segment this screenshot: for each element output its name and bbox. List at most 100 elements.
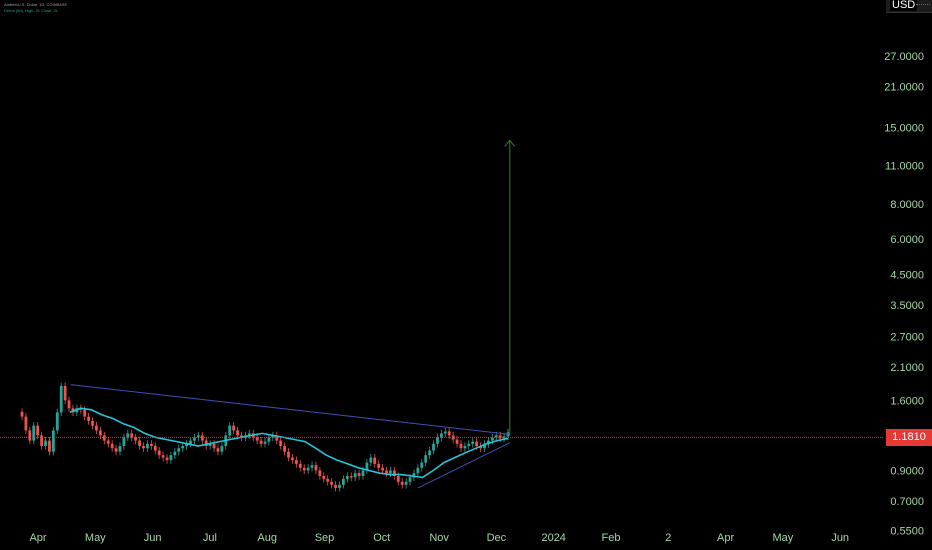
candle-body — [326, 478, 330, 482]
y-tick-label: 21.0000 — [884, 82, 924, 94]
candle-body — [232, 425, 236, 431]
dema-line — [69, 407, 509, 479]
candle-body — [424, 455, 428, 463]
x-tick-label: May — [85, 532, 106, 544]
candle-body — [287, 451, 290, 458]
candle-body — [408, 477, 412, 482]
candle-body — [310, 465, 314, 468]
candle-body — [459, 443, 463, 449]
candle-body — [420, 462, 424, 468]
candle-body — [361, 470, 365, 477]
candle-body — [322, 476, 326, 479]
y-tick-label: 3.5000 — [890, 300, 924, 312]
candle-body — [349, 476, 353, 478]
candle-body — [165, 457, 169, 461]
candle-body — [102, 435, 106, 441]
candle-body — [369, 457, 373, 463]
candle-body — [271, 435, 275, 438]
candle-body — [161, 455, 165, 458]
target-arrow-head — [504, 139, 516, 147]
candle-body — [212, 443, 216, 449]
candle-body — [44, 440, 47, 447]
candle-body — [196, 435, 200, 438]
candle-body — [200, 435, 204, 441]
candle-body — [455, 439, 459, 444]
x-tick-label: Apr — [717, 532, 734, 544]
candle-body — [443, 431, 447, 434]
upper-trendline[interactable] — [70, 384, 510, 435]
candle-body — [377, 463, 381, 468]
x-tick-label: 2 — [665, 532, 671, 544]
candle-body — [283, 446, 286, 452]
candle-body — [134, 437, 138, 441]
y-tick-label: 1.6000 — [890, 395, 924, 407]
y-tick-label: 11.0000 — [885, 160, 924, 172]
candle-body — [353, 473, 357, 478]
x-tick-label: 2024 — [541, 532, 565, 544]
candle-body — [306, 467, 310, 471]
candle-body — [32, 425, 36, 441]
candle-body — [236, 430, 239, 436]
x-tick-label: Nov — [429, 532, 449, 544]
y-tick-label: 27.0000 — [884, 51, 924, 63]
currency-menu-icon — [916, 4, 930, 8]
candle-body — [51, 430, 55, 452]
candle-body — [396, 476, 400, 482]
candle-body — [263, 441, 267, 444]
candle-body — [126, 433, 130, 438]
candle-body — [153, 446, 157, 451]
candle-body — [216, 448, 220, 452]
candle-body — [204, 440, 208, 447]
currency-label: USD — [890, 0, 918, 11]
y-tick-label: 0.7000 — [890, 496, 924, 508]
candle-body — [494, 435, 498, 438]
y-tick-label: 2.1000 — [890, 362, 924, 374]
candle-body — [59, 385, 63, 413]
candle-body — [142, 446, 145, 449]
candle-body — [149, 443, 153, 447]
candle-body — [110, 443, 114, 449]
candle-body — [240, 435, 243, 438]
y-tick-label: 2.7000 — [890, 332, 924, 344]
candle-body — [345, 476, 349, 479]
candle-body — [259, 440, 263, 444]
candle-body — [138, 440, 141, 447]
time-axis[interactable]: Apr May Jun Jul Aug Sep Oct Nov Dec 2024 Feb 2 Apr Ma… — [29, 532, 849, 544]
candle-body — [67, 400, 71, 409]
x-tick-label: Jul — [203, 532, 217, 544]
candle-body — [302, 467, 306, 471]
candle-body — [130, 433, 134, 438]
y-tick-label: 4.5000 — [890, 269, 924, 281]
x-tick-label: Feb — [602, 532, 621, 544]
candle-body — [157, 450, 161, 456]
candle-body — [181, 446, 185, 449]
candle-body — [118, 446, 122, 452]
lower-trendline[interactable] — [417, 442, 510, 489]
x-tick-label: Apr — [29, 532, 46, 544]
chart-legend: Ambire/U.S. Dollar, 1D, COINBASE Dema (5… — [4, 2, 67, 14]
candle-body — [330, 481, 334, 485]
candle-body — [177, 448, 181, 452]
candle-body — [487, 440, 490, 444]
currency-selector[interactable]: USD — [886, 0, 932, 13]
candle-body — [189, 440, 192, 444]
candle-body — [467, 443, 471, 447]
candle-body — [220, 446, 224, 452]
legend-symbol: Ambire/U.S. Dollar, 1D, COINBASE — [4, 2, 68, 7]
candle-body — [400, 481, 404, 485]
candle-body — [490, 437, 494, 441]
price-axis[interactable]: 27.0000 21.0000 15.0000 11.0000 8.0000 6.0000… — [884, 51, 924, 538]
candle-body — [20, 411, 24, 417]
x-tick-label: Jun — [831, 532, 849, 544]
candle-body — [357, 473, 361, 477]
legend-indicator: Dema (5d), High, 21 Close, 21 — [4, 8, 59, 13]
candle-body — [373, 457, 377, 464]
candle-body — [275, 435, 279, 441]
candle-body — [475, 441, 479, 447]
candle-body — [428, 450, 432, 456]
candle-body — [247, 433, 251, 436]
candle-body — [55, 412, 59, 431]
candle-body — [87, 416, 91, 422]
x-tick-label: May — [773, 532, 794, 544]
